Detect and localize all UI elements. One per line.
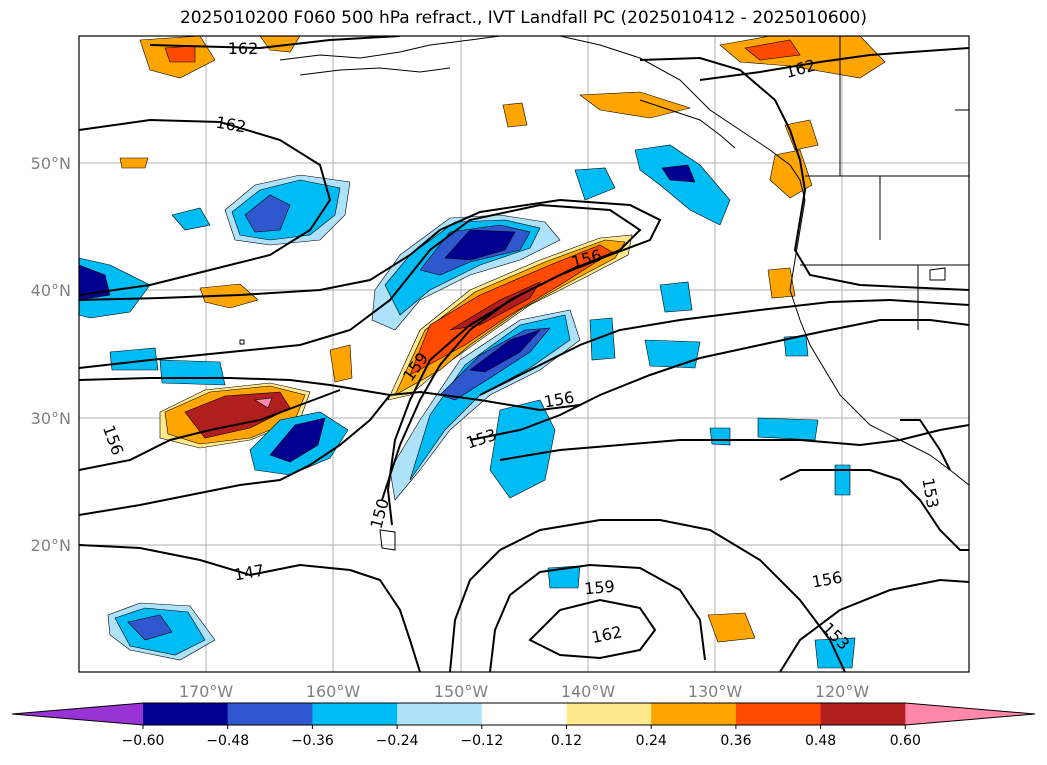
lat-label-30n: 30°N bbox=[31, 409, 71, 428]
colorbar-tick-label: −0.12 bbox=[460, 733, 503, 749]
lon-label-170w: 170°W bbox=[179, 682, 234, 701]
colorbar-segment bbox=[481, 703, 567, 725]
colorbar-tick-label: 0.12 bbox=[551, 733, 582, 749]
lat-label-40n: 40°N bbox=[31, 281, 71, 300]
map-border bbox=[78, 35, 970, 673]
chart-title: 2025010200 F060 500 hPa refract., IVT La… bbox=[179, 8, 867, 28]
colorbar-tick-label: −0.36 bbox=[291, 733, 334, 749]
colorbar-segment bbox=[143, 703, 229, 725]
contour-label: 159 bbox=[583, 577, 615, 599]
colorbar-segment bbox=[735, 703, 822, 725]
lon-label-140w: 140°W bbox=[561, 682, 616, 701]
colorbar-segment bbox=[651, 703, 737, 725]
latitude-labels: 50°N 40°N 30°N 20°N bbox=[31, 154, 71, 555]
coastlines bbox=[239, 36, 969, 551]
lon-label-130w: 130°W bbox=[688, 682, 743, 701]
lon-label-120w: 120°W bbox=[815, 682, 870, 701]
lon-label-160w: 160°W bbox=[306, 682, 361, 701]
colorbar-tick-label: 0.36 bbox=[720, 733, 751, 749]
colorbar-tick-label: −0.48 bbox=[206, 733, 249, 749]
colorbar: −0.60 −0.48 −0.36 −0.24 −0.12 0.12 0.24 0.36 0.4… bbox=[11, 702, 1036, 749]
colorbar-tick-label: −0.24 bbox=[376, 733, 419, 749]
lon-label-150w: 150°W bbox=[434, 682, 489, 701]
colorbar-segment bbox=[312, 703, 398, 725]
height-contours bbox=[79, 36, 969, 672]
colorbar-segment bbox=[566, 703, 652, 725]
colorbar-segment bbox=[227, 703, 313, 725]
colorbar-extend-high bbox=[905, 703, 1035, 725]
colorbar-extend-low bbox=[12, 703, 143, 725]
colorbar-tick-label: 0.48 bbox=[805, 733, 836, 749]
longitude-labels: 170°W 160°W 150°W 140°W 130°W 120°W bbox=[179, 682, 870, 701]
colorbar-tick-label: 0.60 bbox=[890, 733, 921, 749]
colorbar-tick-label: −0.60 bbox=[122, 733, 165, 749]
contour-label: 162 bbox=[228, 39, 259, 58]
colorbar-segment bbox=[820, 703, 906, 725]
lat-label-20n: 20°N bbox=[31, 536, 71, 555]
colorbar-segment bbox=[397, 703, 483, 725]
lat-label-50n: 50°N bbox=[31, 154, 71, 173]
colorbar-tick-label: 0.24 bbox=[636, 733, 667, 749]
